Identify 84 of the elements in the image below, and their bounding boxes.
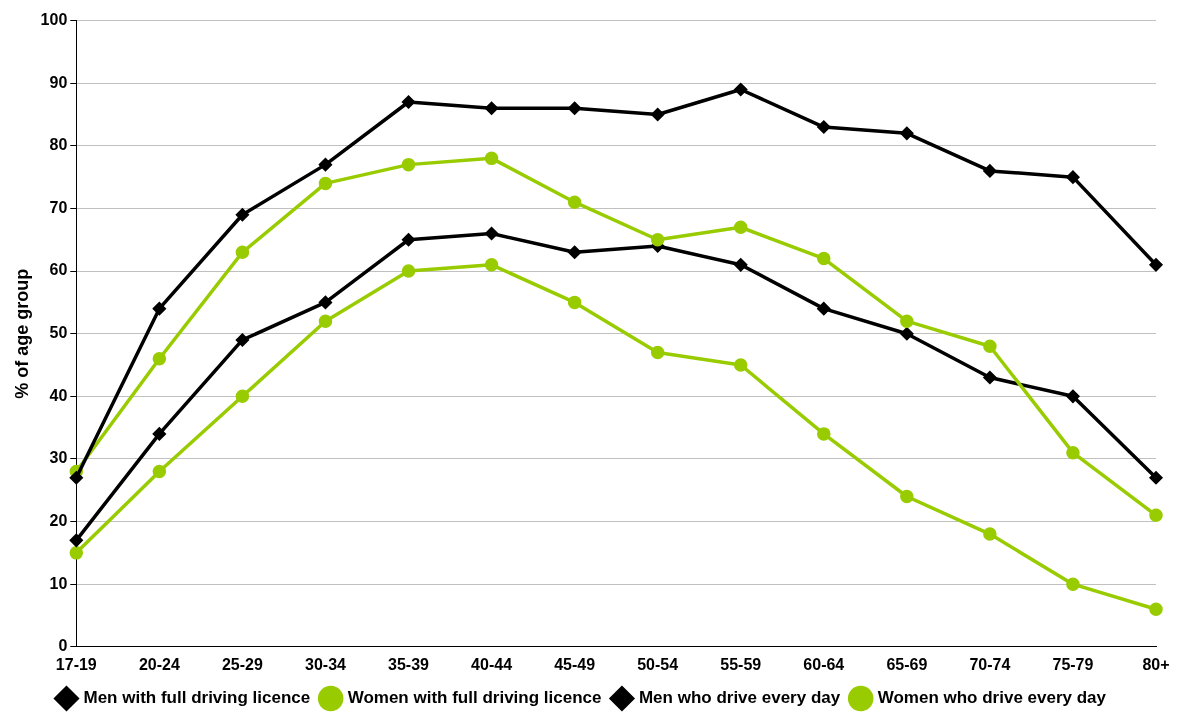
point — [401, 264, 416, 278]
point — [401, 157, 416, 172]
point — [900, 489, 914, 504]
legend-label: Men with full driving licence — [83, 688, 311, 708]
y-tick-label: 20 — [49, 511, 68, 529]
y-tick-label: 30 — [49, 449, 68, 467]
x-tick-label: 35-39 — [388, 655, 430, 673]
point — [401, 233, 416, 247]
point — [152, 301, 167, 316]
point — [817, 120, 831, 134]
point — [318, 176, 333, 191]
point — [69, 546, 84, 560]
point — [983, 339, 997, 353]
point — [983, 527, 997, 541]
point — [817, 251, 831, 266]
x-tick-label: 55-59 — [720, 655, 762, 673]
point — [817, 301, 831, 316]
point — [1066, 170, 1080, 184]
x-tick-label: 20-24 — [138, 655, 180, 673]
point — [733, 358, 748, 372]
point — [650, 107, 665, 122]
point — [733, 258, 748, 272]
point — [1066, 445, 1080, 460]
y-axis-title: % of age group — [11, 268, 32, 399]
y-tick-label: 70 — [49, 198, 68, 216]
point — [733, 82, 748, 97]
point — [484, 258, 499, 272]
point — [1149, 258, 1163, 272]
point — [69, 470, 84, 485]
point — [983, 370, 997, 385]
x-tick-label: 75-79 — [1052, 655, 1094, 673]
point — [567, 245, 582, 260]
point — [900, 326, 914, 341]
legend-label: Men who drive every day — [638, 688, 841, 708]
point — [318, 295, 333, 310]
point — [733, 220, 748, 234]
point — [484, 151, 499, 166]
y-tick-label: 60 — [49, 261, 68, 279]
y-tick-label: 40 — [49, 386, 68, 404]
point — [318, 157, 333, 172]
point — [235, 333, 250, 347]
point — [567, 101, 582, 116]
x-tick-label: 70-74 — [969, 655, 1011, 673]
y-tick-label: 100 — [40, 11, 68, 29]
point — [152, 352, 167, 366]
point — [1149, 602, 1163, 616]
x-tick-label: 17-19 — [55, 655, 97, 673]
point — [235, 207, 250, 222]
point — [484, 226, 499, 241]
point — [1066, 577, 1080, 591]
y-tick-label: 80 — [49, 136, 68, 154]
point — [235, 389, 250, 404]
x-tick-label: 45-49 — [554, 655, 596, 673]
point — [484, 101, 499, 116]
point — [983, 164, 997, 178]
x-tick-label: 80+ — [1142, 655, 1170, 673]
point — [1149, 508, 1163, 523]
point — [401, 95, 416, 109]
point — [235, 245, 250, 260]
point — [1149, 470, 1163, 485]
x-tick-label: 30-34 — [305, 655, 347, 673]
x-tick-label: 25-29 — [221, 655, 263, 673]
point — [650, 233, 665, 247]
point — [900, 126, 914, 141]
point — [650, 345, 665, 360]
point — [152, 427, 167, 441]
y-tick-label: 90 — [49, 73, 68, 91]
x-tick-label: 60-64 — [803, 655, 845, 673]
x-tick-label: 40-44 — [471, 655, 513, 673]
point — [318, 314, 333, 328]
point — [69, 533, 84, 548]
y-tick-label: 0 — [58, 637, 68, 655]
legend-label: Women with full driving licence — [347, 688, 602, 708]
y-tick-label: 10 — [49, 574, 68, 592]
point — [152, 464, 167, 479]
point — [567, 295, 582, 310]
legend-label: Women who drive every day — [877, 688, 1107, 708]
point — [817, 427, 831, 441]
point — [567, 195, 582, 209]
x-tick-label: 50-54 — [637, 655, 679, 673]
x-tick-label: 65-69 — [886, 655, 928, 673]
point — [1066, 389, 1080, 404]
y-tick-label: 50 — [49, 324, 68, 342]
point — [900, 314, 914, 328]
